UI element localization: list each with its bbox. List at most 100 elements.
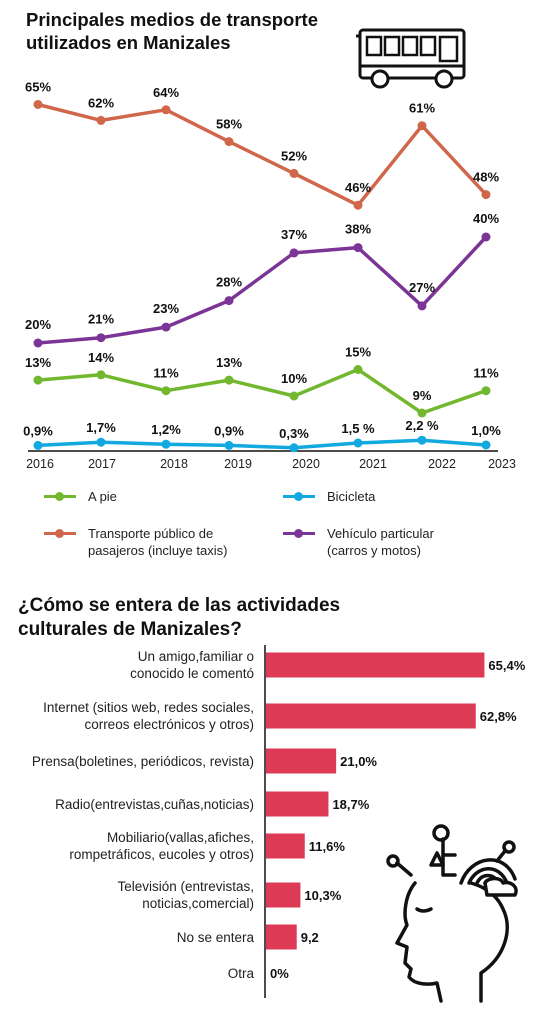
data-label: 0,9% — [214, 423, 244, 438]
data-label: 58% — [216, 117, 242, 132]
category-label: Prensa(boletines, periódicos, revista) — [31, 753, 254, 769]
data-point — [481, 232, 491, 242]
data-point — [353, 243, 363, 253]
legend-a-pie: A pie — [44, 488, 264, 508]
data-point — [417, 121, 427, 131]
x-tick-label: 2016 — [26, 457, 54, 471]
data-point — [161, 105, 171, 115]
data-label: 52% — [281, 148, 307, 163]
data-point — [224, 440, 234, 450]
bar — [266, 703, 476, 729]
category-label: No se entera — [176, 929, 254, 945]
data-point — [417, 408, 427, 418]
data-point — [353, 200, 363, 210]
data-point — [224, 375, 234, 385]
data-point — [161, 322, 171, 332]
bar-value-label: 11,6% — [309, 839, 346, 854]
data-point — [96, 370, 106, 380]
data-point — [289, 168, 299, 178]
data-label: 38% — [345, 222, 371, 237]
bar-value-label: 9,2 — [301, 930, 319, 945]
data-point — [96, 437, 106, 447]
legend-label-transporte-publico: Transporte público de pasajeros (incluye… — [88, 526, 228, 558]
legend-swatch-bicicleta — [283, 492, 315, 502]
legend-label-a-pie: A pie — [88, 489, 117, 504]
legend-vehiculo-particular: Vehículo particular (carros y motos) — [283, 525, 523, 561]
head-thinking-icon — [386, 824, 518, 1003]
legend-swatch-vehiculo-particular — [283, 529, 315, 539]
data-label: 2,2 % — [405, 418, 439, 433]
bar — [266, 833, 305, 859]
data-label: 61% — [409, 101, 435, 116]
data-label: 21% — [88, 312, 114, 327]
legend-swatch-transporte-publico — [44, 529, 76, 539]
x-tick-label: 2017 — [88, 457, 116, 471]
data-point — [33, 375, 43, 385]
data-label: 9% — [413, 388, 432, 403]
legend-swatch-a-pie — [44, 492, 76, 502]
bar — [266, 791, 329, 817]
data-point — [33, 100, 43, 109]
data-point — [289, 443, 299, 453]
data-label: 13% — [216, 355, 242, 370]
bar — [266, 652, 485, 678]
line-chart-title: Principales medios de transporte utiliza… — [26, 9, 318, 53]
bar-value-label: 0% — [270, 966, 289, 981]
category-label: Internet (sitios web, redes sociales, co… — [43, 700, 254, 732]
data-label: 1,7% — [86, 420, 116, 435]
series-line — [37, 235, 488, 345]
x-tick-label: 2018 — [160, 457, 188, 471]
x-tick-label: 2020 — [292, 457, 320, 471]
category-label: Radio(entrevistas,cuñas,noticias) — [55, 796, 254, 812]
data-label: 11% — [153, 366, 179, 381]
x-tick-label: 2022 — [428, 457, 456, 471]
data-label: 27% — [409, 280, 435, 295]
bar-value-label: 62,8% — [480, 709, 517, 724]
data-point — [481, 386, 491, 396]
data-label: 28% — [216, 275, 242, 290]
data-label: 1,2% — [151, 422, 181, 437]
data-point — [96, 115, 106, 125]
data-label: 0,3% — [279, 426, 309, 441]
data-point — [33, 338, 43, 348]
data-point — [353, 438, 363, 448]
x-tick-label: 2023 — [488, 457, 516, 471]
data-label: 1,5 % — [341, 421, 375, 436]
data-point — [417, 435, 427, 445]
data-label: 37% — [281, 227, 307, 242]
category-label: Televisión (entrevistas, noticias,comerc… — [117, 879, 254, 911]
data-point — [161, 439, 171, 449]
bar — [266, 882, 301, 908]
data-label: 64% — [153, 85, 179, 100]
data-point — [289, 248, 299, 258]
x-tick-label: 2019 — [224, 457, 252, 471]
category-label: Un amigo,familiar o conocido le comentó — [130, 649, 254, 681]
data-label: 20% — [25, 317, 51, 332]
data-label: 10% — [281, 371, 307, 386]
legend-label-vehiculo-particular: Vehículo particular (carros y motos) — [327, 526, 434, 558]
bar-value-label: 10,3% — [304, 888, 341, 903]
data-point — [417, 301, 427, 311]
data-label: 48% — [473, 170, 499, 185]
data-point — [161, 386, 171, 396]
series-line — [37, 102, 488, 207]
data-point — [96, 333, 106, 343]
data-label: 40% — [473, 211, 499, 226]
line-chart: 2016 2017 2018 2019 2020 2021 2022 2023 65% 62% 64… — [23, 80, 516, 472]
data-point — [353, 365, 363, 374]
bar-value-label: 65,4% — [488, 658, 525, 673]
x-tick-label: 2021 — [359, 457, 387, 471]
data-label: 14% — [88, 350, 114, 365]
data-label: 13% — [25, 355, 51, 370]
bus-icon — [356, 28, 466, 89]
data-point — [33, 440, 43, 450]
data-label: 11% — [473, 366, 499, 381]
series-line — [37, 438, 487, 450]
data-label: 15% — [345, 345, 371, 360]
legend-transporte-publico: Transporte público de pasajeros (incluye… — [44, 525, 284, 561]
category-label: Otra — [227, 965, 254, 981]
legend-bicicleta: Bicicleta — [283, 488, 503, 508]
data-point — [224, 296, 234, 306]
data-point — [481, 440, 491, 450]
